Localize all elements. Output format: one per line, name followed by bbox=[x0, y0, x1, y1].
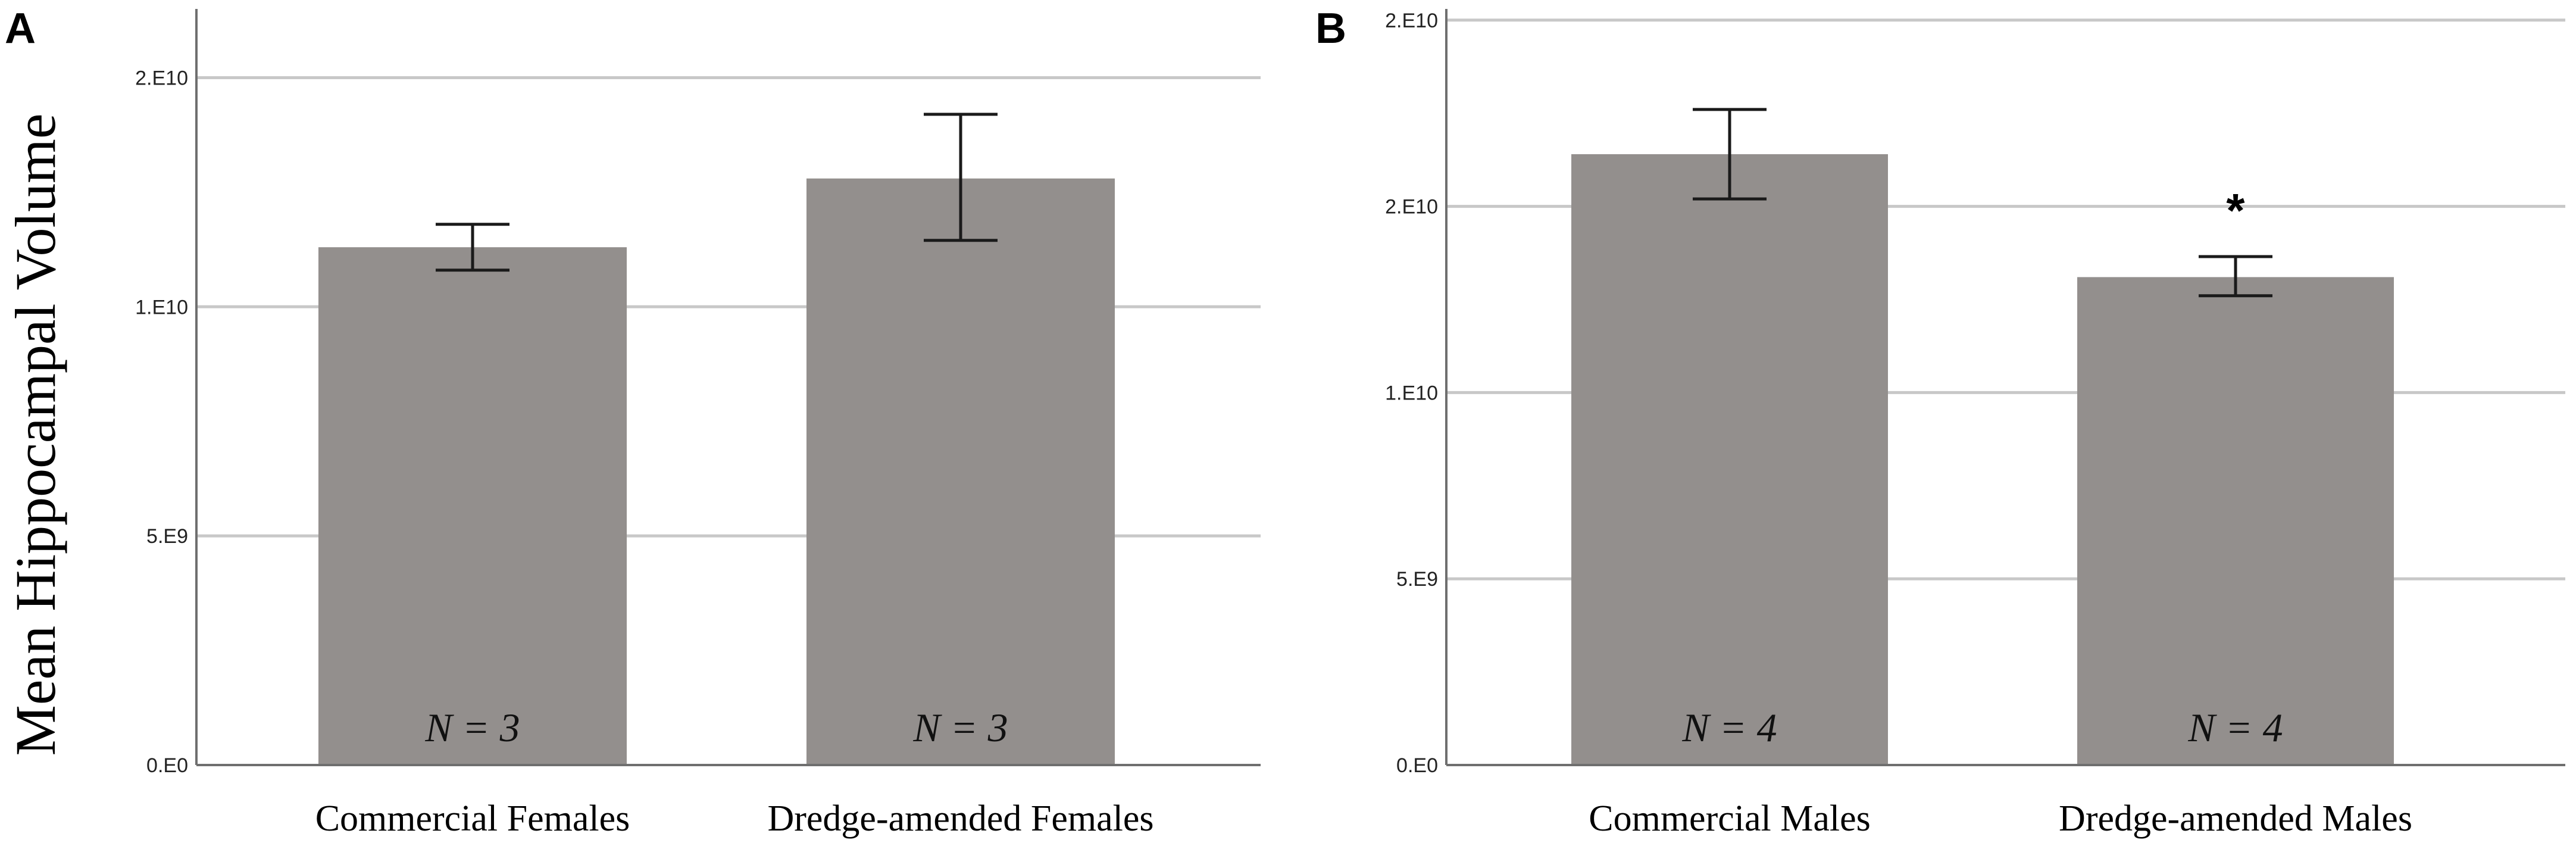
panel-a-y-tick-label: 2.E10 bbox=[135, 67, 188, 89]
panel-b-category-label: Dredge-amended Males bbox=[2059, 798, 2412, 839]
panel-b-y-tick-label: 0.E0 bbox=[1396, 754, 1438, 777]
panel-b-bar bbox=[2077, 277, 2394, 765]
panel-a-y-tick-label: 0.E0 bbox=[146, 754, 188, 777]
panel-a-bar bbox=[318, 247, 627, 765]
panel-a-letter: A bbox=[5, 5, 36, 52]
panel-b-chart: 0.E0 5.E9 1.E10 2.E10 2.E10 N = 4 Commercial M… bbox=[1385, 9, 2565, 839]
panel-a-y-tick-label: 5.E9 bbox=[146, 525, 188, 548]
panel-b-significance-marker: * bbox=[2226, 184, 2245, 237]
panel-a-bar bbox=[806, 178, 1115, 766]
panel-a-category-label: Commercial Females bbox=[315, 798, 630, 839]
panel-a-chart: 0.E0 5.E9 1.E10 2.E10 N = 3 Commercial Female… bbox=[135, 9, 1261, 839]
panel-b-y-tick-label: 2.E10 bbox=[1385, 10, 1438, 32]
panel-a-category-label: Dredge-amended Females bbox=[767, 798, 1153, 839]
panel-b-bar bbox=[1571, 154, 1888, 766]
panel-a-n-label: N = 3 bbox=[424, 705, 520, 750]
y-axis-label: Mean Hippocampal Volume bbox=[4, 114, 67, 756]
panel-b-letter: B bbox=[1315, 5, 1346, 52]
panel-a-y-tick-label: 1.E10 bbox=[135, 296, 188, 319]
panel-b-n-label: N = 4 bbox=[1681, 705, 1777, 750]
panel-a-n-label: N = 3 bbox=[912, 705, 1008, 750]
panel-b-y-tick-label: 2.E10 bbox=[1385, 196, 1438, 218]
panel-b-y-tick-label: 1.E10 bbox=[1385, 382, 1438, 404]
panel-b-n-label: N = 4 bbox=[2187, 705, 2283, 750]
panel-b-y-tick-label: 5.E9 bbox=[1396, 568, 1438, 591]
panel-b-category-label: Commercial Males bbox=[1589, 798, 1870, 839]
